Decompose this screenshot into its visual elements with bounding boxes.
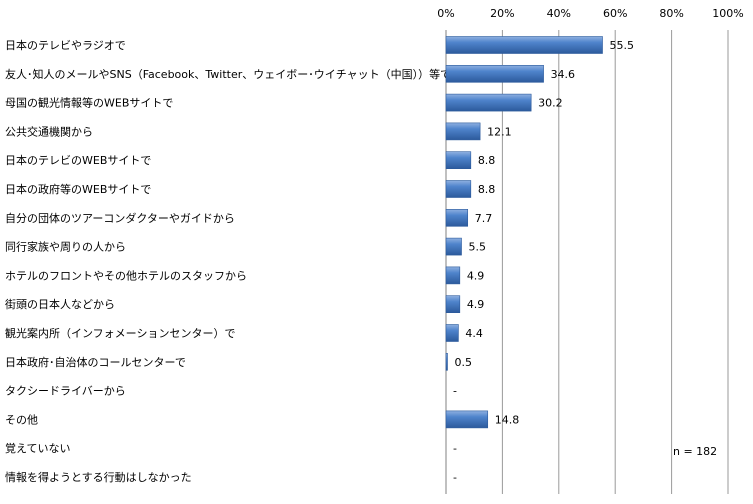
sample-size-note: n = 182 <box>673 445 717 458</box>
data-label: - <box>453 442 457 455</box>
bar <box>445 151 472 169</box>
data-label: 14.8 <box>495 413 519 426</box>
category-label: 街頭の日本人などから <box>5 297 115 311</box>
bar <box>445 122 481 141</box>
data-label: 4.4 <box>465 327 483 340</box>
bar <box>445 36 603 54</box>
category-label: 同行家族や周りの人から <box>5 240 126 254</box>
category-label: 自分の団体のツアーコンダクターやガイドから <box>5 211 235 225</box>
data-label: 34.6 <box>551 68 576 81</box>
category-label: その他 <box>5 413 38 426</box>
bar <box>445 266 461 285</box>
category-labels: 日本のテレビやラジオで友人･知人のメールやSNS（Facebook、Twitte… <box>5 38 451 484</box>
category-label: 日本のテレビのWEBサイトで <box>5 153 151 167</box>
bar <box>445 295 461 314</box>
data-label: 12.1 <box>487 125 512 138</box>
bar <box>445 352 448 371</box>
bar <box>445 65 544 83</box>
category-label: 観光案内所（インフォメーションセンター）で <box>5 326 235 340</box>
x-tick-label: 80% <box>659 7 683 20</box>
data-label: 8.8 <box>478 154 496 167</box>
x-tick-label: 100% <box>712 7 743 20</box>
data-label: 5.5 <box>469 241 487 254</box>
x-axis-ticks: 0% 20% 40% 60% 80% 100% <box>437 7 743 20</box>
bar <box>445 324 459 342</box>
data-label: 55.5 <box>610 39 635 52</box>
category-label: 覚えていない <box>5 442 70 455</box>
bar <box>445 209 469 227</box>
x-tick-label: 40% <box>547 7 571 20</box>
category-label: ホテルのフロントやその他ホテルのスタッフから <box>5 269 247 282</box>
data-label: 8.8 <box>478 183 496 196</box>
data-label: - <box>453 471 457 484</box>
category-label: 友人･知人のメールやSNS（Facebook、Twitter、ウェイボー･ウイチ… <box>5 67 451 81</box>
category-label: 母国の観光情報等のWEBサイトで <box>5 96 173 110</box>
x-tick-label: 60% <box>603 7 627 20</box>
bars <box>445 36 603 429</box>
data-labels: 55.5 34.6 30.2 12.1 8.8 8.8 7.7 5.5 4.9 4.9 4.4 0.5… <box>453 39 634 484</box>
bar <box>445 237 462 256</box>
category-label: 情報を得ようとする行動はしなかった <box>5 470 192 484</box>
category-label: 日本政府･自治体のコールセンターで <box>5 355 186 369</box>
bar <box>445 410 489 429</box>
data-label: 7.7 <box>475 212 493 225</box>
category-label: 公共交通機関から <box>5 124 93 138</box>
data-label: 0.5 <box>455 356 473 369</box>
category-label: 日本のテレビやラジオで <box>5 38 126 52</box>
x-tick-label: 0% <box>437 7 454 20</box>
data-label: 4.9 <box>467 298 485 311</box>
data-label: 30.2 <box>538 97 563 110</box>
category-label: 日本の政府等のWEBサイトで <box>5 182 151 196</box>
data-label: - <box>453 385 457 398</box>
x-tick-label: 20% <box>490 7 514 20</box>
category-label: タクシードライバーから <box>5 385 126 398</box>
data-label: 4.9 <box>467 269 485 282</box>
bar <box>445 180 472 198</box>
bar <box>445 93 532 112</box>
